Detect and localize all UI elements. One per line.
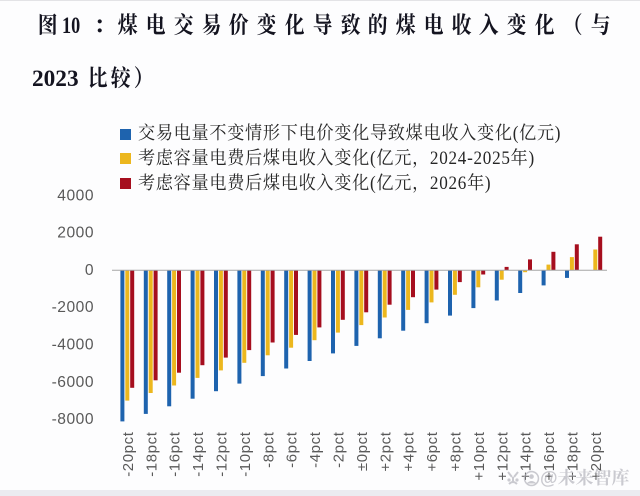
svg-text:+10pct: +10pct bbox=[471, 431, 488, 480]
svg-text:+8pct: +8pct bbox=[448, 431, 465, 471]
svg-text:-8pct: -8pct bbox=[260, 431, 277, 468]
svg-text:-18pct: -18pct bbox=[143, 431, 160, 477]
svg-text:+18pct: +18pct bbox=[565, 431, 582, 480]
svg-text:-2pct: -2pct bbox=[331, 431, 348, 468]
svg-text:4000: 4000 bbox=[57, 187, 94, 204]
svg-text:-20pct: -20pct bbox=[120, 431, 137, 477]
svg-text:-10pct: -10pct bbox=[237, 431, 254, 477]
svg-text:-16pct: -16pct bbox=[167, 431, 184, 477]
svg-text:+14pct: +14pct bbox=[518, 431, 535, 480]
svg-text:-2000: -2000 bbox=[52, 299, 94, 316]
svg-text:-8000: -8000 bbox=[52, 411, 94, 428]
svg-text:+6pct: +6pct bbox=[424, 431, 441, 471]
svg-text:+2pct: +2pct bbox=[377, 431, 394, 471]
svg-text:±0pct: ±0pct bbox=[354, 431, 371, 471]
svg-text:+4pct: +4pct bbox=[401, 431, 418, 471]
svg-text:-4pct: -4pct bbox=[307, 431, 324, 468]
svg-text:-4000: -4000 bbox=[52, 337, 94, 354]
svg-text:+16pct: +16pct bbox=[541, 431, 558, 480]
svg-text:-6pct: -6pct bbox=[284, 431, 301, 468]
svg-text:+20pct: +20pct bbox=[588, 431, 605, 480]
svg-text:-12pct: -12pct bbox=[214, 431, 231, 477]
svg-text:0: 0 bbox=[85, 262, 94, 279]
svg-text:+12pct: +12pct bbox=[494, 431, 511, 480]
svg-text:-6000: -6000 bbox=[52, 374, 94, 391]
svg-text:2000: 2000 bbox=[57, 225, 94, 242]
svg-text:-14pct: -14pct bbox=[190, 431, 207, 477]
